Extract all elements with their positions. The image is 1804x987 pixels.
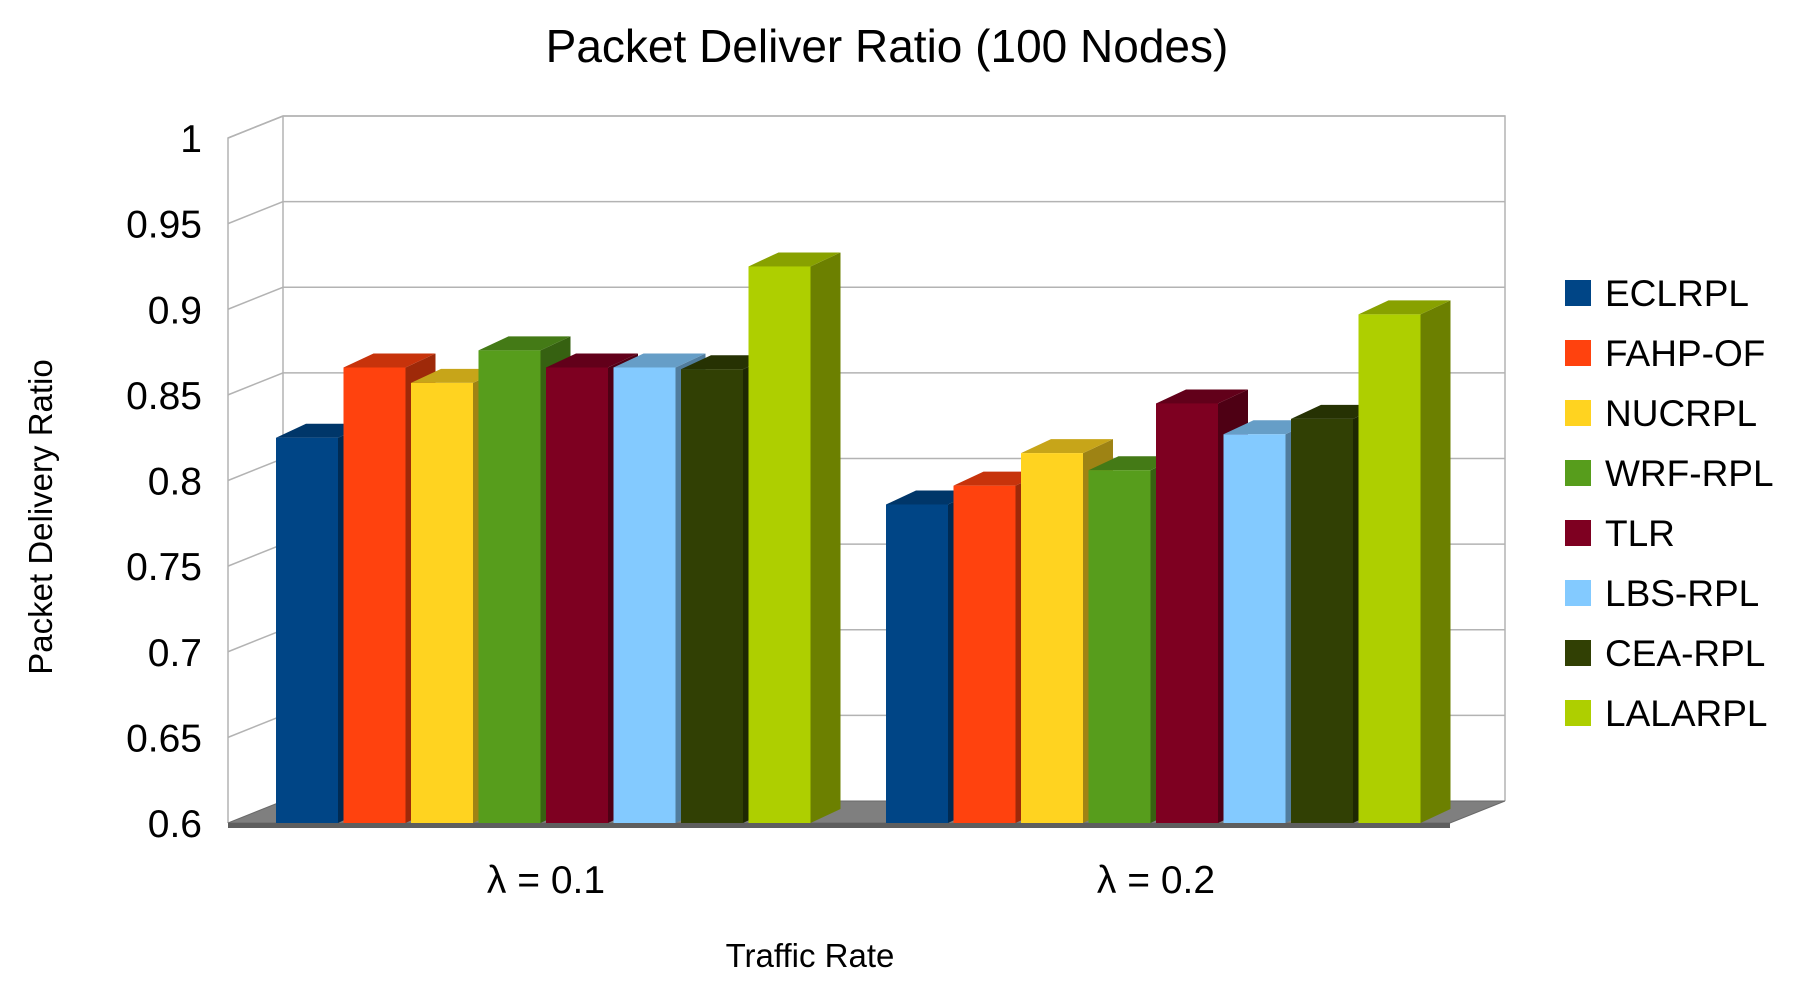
bars xyxy=(276,252,1451,823)
floor-front-edge xyxy=(228,823,1450,828)
legend-label: LBS-RPL xyxy=(1605,573,1759,614)
y-tick-label: 0.9 xyxy=(148,289,202,332)
legend-swatch xyxy=(1565,520,1591,546)
legend-swatch xyxy=(1565,580,1591,606)
legend-item: TLR xyxy=(1565,513,1675,554)
legend-swatch xyxy=(1565,400,1591,426)
y-axis-ticks: 0.6 0.65 0.7 0.75 0.8 0.85 0.9 0.95 1 xyxy=(126,118,202,846)
x-category-label: λ = 0.1 xyxy=(487,859,605,902)
y-tick-label: 0.8 xyxy=(148,461,202,504)
legend-label: LALARPL xyxy=(1605,693,1768,734)
y-tick-label: 0.6 xyxy=(148,803,202,846)
legend-label: WRF-RPL xyxy=(1605,453,1774,494)
y-tick-label: 0.95 xyxy=(126,204,202,247)
x-axis-categories: λ = 0.1 λ = 0.2 xyxy=(487,859,1215,902)
legend-item: CEA-RPL xyxy=(1565,633,1765,674)
gridline xyxy=(227,115,1505,139)
legend-swatch xyxy=(1565,640,1591,666)
y-tick-label: 0.75 xyxy=(126,546,202,589)
y-tick-label: 0.65 xyxy=(126,717,202,760)
legend-swatch xyxy=(1565,460,1591,486)
bar xyxy=(748,252,841,823)
y-axis-title: Packet Delivery Ratio xyxy=(22,359,59,674)
legend-label: CEA-RPL xyxy=(1605,633,1765,674)
x-axis-title: Traffic Rate xyxy=(726,937,895,974)
legend-item: WRF-RPL xyxy=(1565,453,1774,494)
legend-item: NUCRPL xyxy=(1565,393,1757,434)
legend-item: FAHP-OF xyxy=(1565,333,1765,374)
legend-label: TLR xyxy=(1605,513,1675,554)
legend: ECLRPL FAHP-OF NUCRPL WRF-RPL TLR LBS-RPL CEA-… xyxy=(1565,273,1774,734)
legend-item: ECLRPL xyxy=(1565,273,1749,314)
y-tick-label: 1 xyxy=(180,118,202,161)
legend-label: NUCRPL xyxy=(1605,393,1757,434)
chart-title: Packet Deliver Ratio (100 Nodes) xyxy=(546,20,1229,72)
bar xyxy=(1358,300,1451,823)
legend-label: FAHP-OF xyxy=(1605,333,1765,374)
gridline xyxy=(227,372,1505,396)
legend-item: LALARPL xyxy=(1565,693,1768,734)
gridline xyxy=(227,286,1505,310)
legend-swatch xyxy=(1565,340,1591,366)
legend-label: ECLRPL xyxy=(1605,273,1749,314)
legend-item: LBS-RPL xyxy=(1565,573,1759,614)
y-tick-label: 0.85 xyxy=(126,375,202,418)
gridline xyxy=(227,200,1505,225)
x-category-label: λ = 0.2 xyxy=(1097,859,1215,902)
y-tick-label: 0.7 xyxy=(148,632,202,675)
legend-swatch xyxy=(1565,700,1591,726)
legend-swatch xyxy=(1565,280,1591,306)
